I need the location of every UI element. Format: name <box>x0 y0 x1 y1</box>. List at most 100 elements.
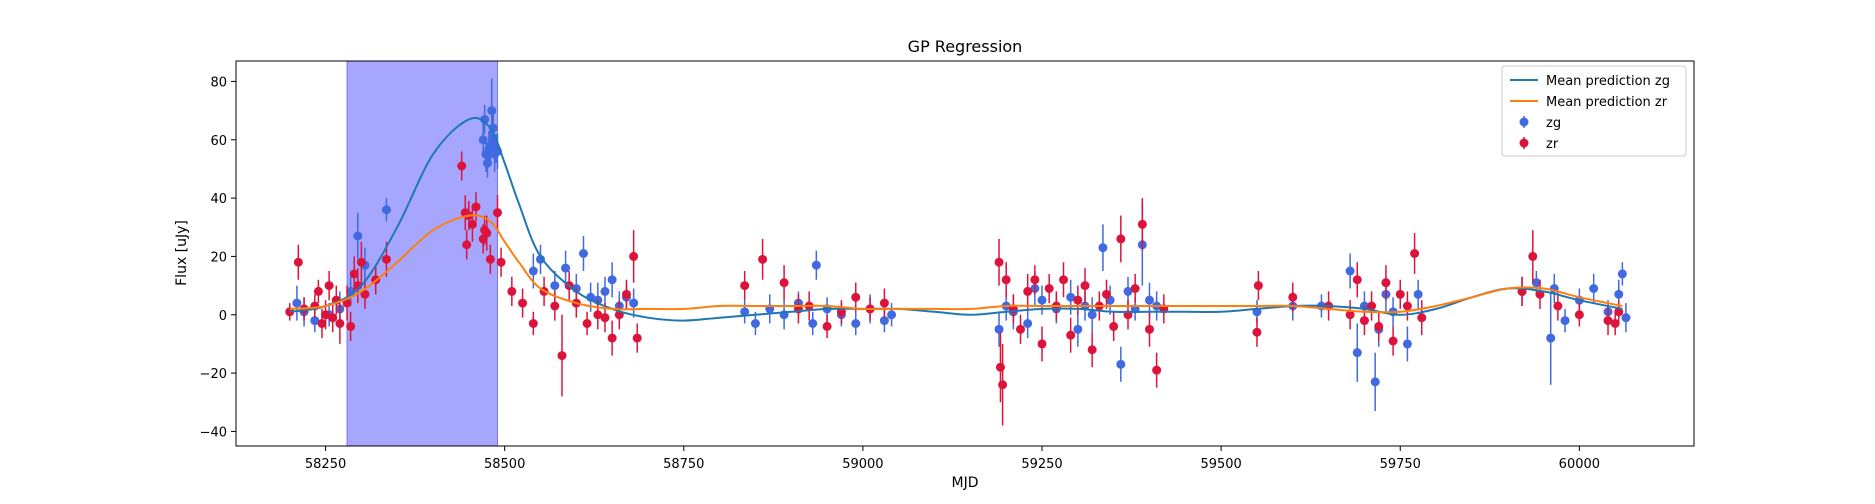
point-zr <box>518 298 528 308</box>
point-zg <box>1614 289 1624 299</box>
point-zr <box>1288 292 1298 302</box>
point-zg <box>851 319 861 328</box>
point-zr <box>335 319 345 328</box>
point-zg <box>1352 348 1362 358</box>
point-zr <box>496 257 506 267</box>
point-zg <box>879 316 889 326</box>
point-zg <box>561 263 571 273</box>
point-zr <box>321 310 331 320</box>
point-zg <box>381 205 391 215</box>
point-zg <box>1023 319 1033 328</box>
point-zg <box>1413 289 1423 299</box>
point-zr <box>381 254 391 264</box>
point-zg <box>1617 269 1627 279</box>
point-zg <box>740 307 750 317</box>
legend-label: Mean prediction zr <box>1546 95 1668 110</box>
point-zg <box>994 324 1004 334</box>
x-tick-label: 58500 <box>484 457 525 472</box>
point-zr <box>1087 345 1097 355</box>
point-zr <box>822 321 832 331</box>
mean-line-zr <box>289 214 1623 314</box>
point-zg <box>578 249 588 258</box>
point-zr <box>1374 321 1384 331</box>
point-zr <box>994 257 1004 267</box>
point-zr <box>1116 234 1126 244</box>
point-zg <box>1345 266 1355 276</box>
x-tick-label: 60000 <box>1559 457 1600 472</box>
point-zr <box>471 202 481 212</box>
point-zg <box>292 298 302 308</box>
point-zr <box>621 289 631 299</box>
legend-item-mean-prediction-zg: Mean prediction zg <box>1510 74 1670 89</box>
point-zr <box>995 362 1005 372</box>
point-zr <box>758 254 768 264</box>
point-zr <box>1016 324 1026 334</box>
point-zg <box>1098 243 1108 253</box>
point-zr <box>1001 275 1011 285</box>
shaded-region <box>346 61 499 446</box>
point-zr <box>1030 275 1040 285</box>
point-zg <box>750 319 760 328</box>
y-tick-label: 40 <box>210 192 227 207</box>
point-zg <box>550 281 560 291</box>
point-zg <box>1531 278 1541 288</box>
y-tick-label: 0 <box>219 309 227 324</box>
point-zr <box>1073 295 1083 305</box>
point-zg <box>607 275 617 285</box>
point-zr <box>1102 289 1112 299</box>
legend: Mean prediction zg Mean prediction zr zg zr <box>1501 65 1687 157</box>
point-zr <box>1553 301 1563 311</box>
legend-label: zg <box>1546 116 1561 131</box>
x-tick-label: 58250 <box>305 457 346 472</box>
point-zg <box>629 298 639 308</box>
point-zr <box>485 254 495 264</box>
point-zr <box>1603 316 1613 326</box>
point-zg <box>1037 295 1047 305</box>
x-axis-label: MJD <box>952 475 979 491</box>
point-zr <box>629 251 639 261</box>
point-zr <box>360 289 370 299</box>
point-zr <box>1023 286 1033 296</box>
point-zr <box>1610 319 1620 328</box>
point-zr <box>1345 310 1355 320</box>
point-zr <box>1080 281 1090 291</box>
point-zr <box>1528 251 1538 261</box>
point-zr <box>1037 339 1047 349</box>
point-zg <box>1116 359 1126 369</box>
point-zr <box>346 321 356 331</box>
point-zr <box>356 257 366 267</box>
point-zr <box>1352 275 1362 285</box>
point-zg <box>528 266 538 276</box>
x-tick-label: 59500 <box>1200 457 1241 472</box>
point-zr <box>313 286 323 296</box>
point-zg <box>1123 286 1133 296</box>
point-zr <box>600 313 610 323</box>
legend-marker-swatch <box>1519 138 1529 148</box>
point-zr <box>1395 289 1405 299</box>
legend-marker-swatch <box>1519 117 1529 127</box>
legend-label: zr <box>1546 137 1559 152</box>
point-zr <box>293 257 303 267</box>
point-zr <box>550 301 560 311</box>
point-zr <box>1152 365 1162 375</box>
point-zr <box>1059 275 1069 285</box>
point-zg <box>1621 313 1631 323</box>
point-zr <box>582 319 592 328</box>
point-zg <box>310 316 320 326</box>
point-zr <box>779 278 789 288</box>
series-zr <box>285 151 1624 426</box>
point-zr <box>349 269 359 279</box>
point-zr <box>1144 324 1154 334</box>
point-zr <box>851 292 861 302</box>
plot-area <box>285 61 1631 446</box>
point-zr <box>1410 249 1420 258</box>
point-zr <box>1253 281 1263 291</box>
point-zg <box>808 319 818 328</box>
point-zg <box>1370 377 1380 387</box>
plot-frame <box>235 60 1695 447</box>
x-tick-label: 59250 <box>1021 457 1062 472</box>
legend-box <box>1501 65 1687 157</box>
point-zr <box>493 208 503 218</box>
